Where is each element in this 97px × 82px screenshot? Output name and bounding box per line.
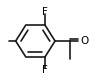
Text: O: O xyxy=(81,36,89,46)
Text: F: F xyxy=(42,7,48,17)
Text: F: F xyxy=(42,65,48,75)
